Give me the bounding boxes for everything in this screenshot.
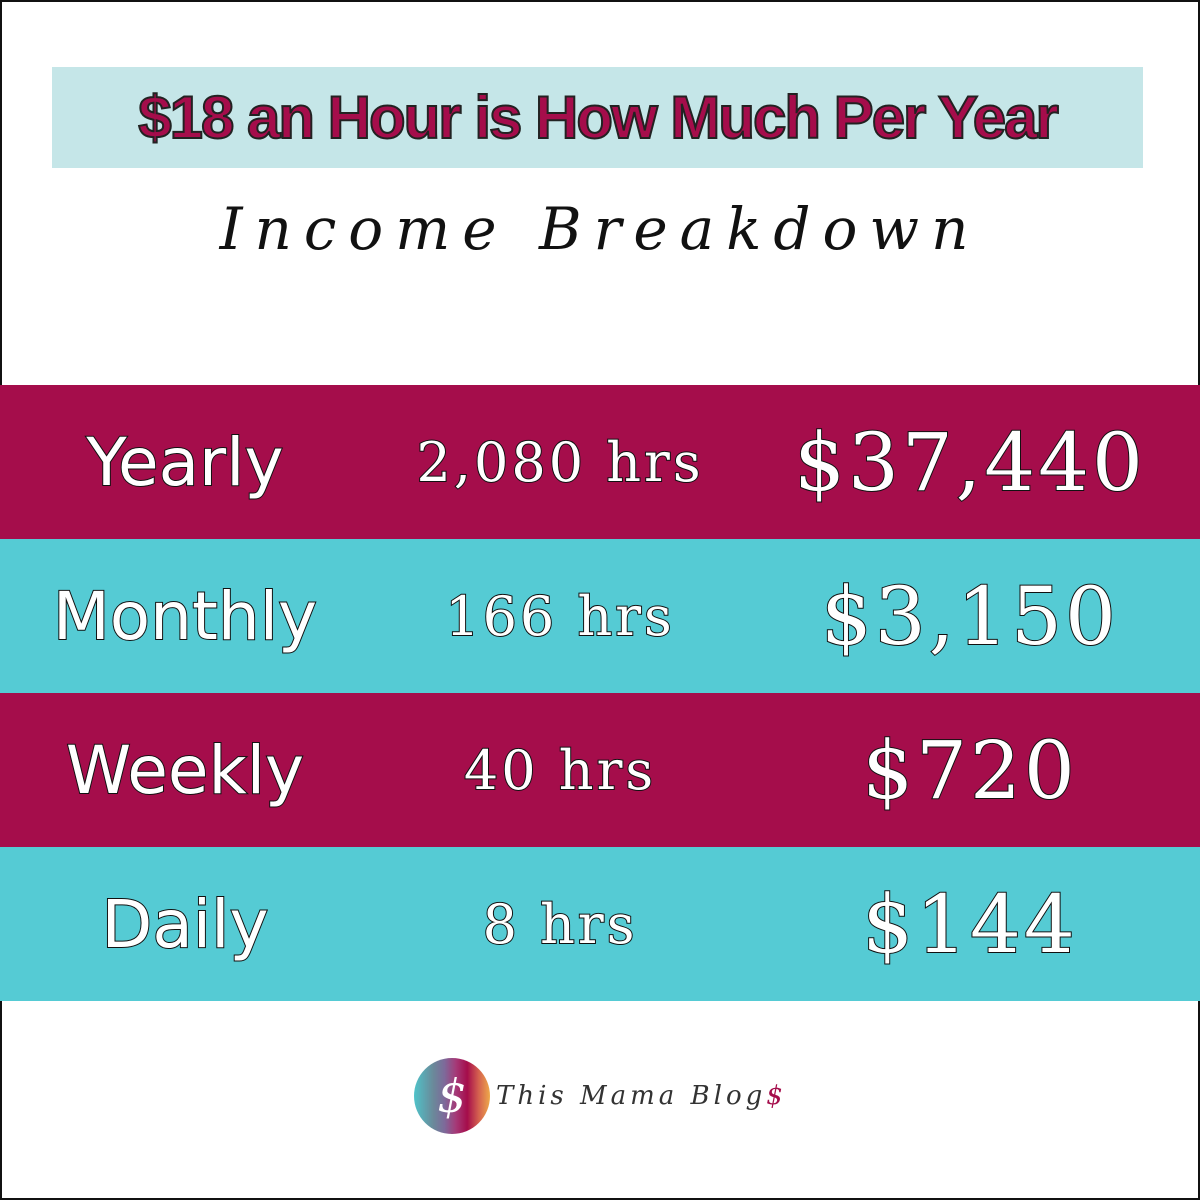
row-hours: 8 hrs: [482, 892, 638, 957]
title-banner: $18 an Hour is How Much Per Year: [52, 67, 1143, 168]
row-monthly: Monthly 166 hrs $3,150: [0, 539, 1200, 693]
row-amount: $144: [861, 877, 1078, 972]
row-weekly: Weekly 40 hrs $720: [0, 693, 1200, 847]
brand-logo: $ This Mama Blog $: [414, 1058, 787, 1134]
row-label: Monthly: [52, 577, 318, 656]
logo-dollar: $: [766, 1081, 787, 1111]
row-label: Daily: [101, 885, 270, 964]
subtitle: Income Breakdown: [219, 195, 981, 263]
row-daily: Daily 8 hrs $144: [0, 847, 1200, 1001]
page-title: $18 an Hour is How Much Per Year: [137, 83, 1060, 152]
logo-text: This Mama Blog: [496, 1081, 767, 1111]
row-hours: 40 hrs: [463, 738, 657, 803]
row-amount: $37,440: [793, 415, 1146, 510]
row-hours: 2,080 hrs: [415, 430, 704, 495]
row-label: Weekly: [65, 731, 305, 810]
row-hours: 166 hrs: [444, 584, 675, 649]
dollar-circle-icon: $: [414, 1058, 490, 1134]
row-yearly: Yearly 2,080 hrs $37,440: [0, 385, 1200, 539]
row-amount: $720: [861, 723, 1078, 818]
row-amount: $3,150: [820, 569, 1119, 664]
row-label: Yearly: [85, 423, 284, 502]
